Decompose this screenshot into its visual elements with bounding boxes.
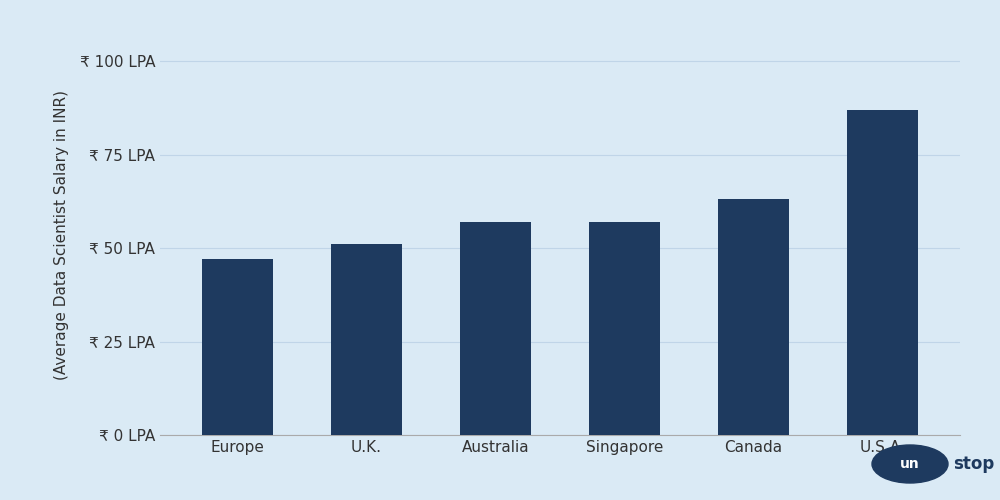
Text: stop: stop: [953, 455, 994, 473]
Bar: [202, 260, 273, 435]
Bar: [331, 244, 402, 435]
Bar: [460, 222, 531, 435]
Text: un: un: [900, 457, 920, 471]
Bar: [718, 200, 789, 435]
Bar: [589, 222, 660, 435]
Bar: [847, 110, 918, 435]
Y-axis label: (Average Data Scientist Salary in INR): (Average Data Scientist Salary in INR): [54, 90, 69, 380]
